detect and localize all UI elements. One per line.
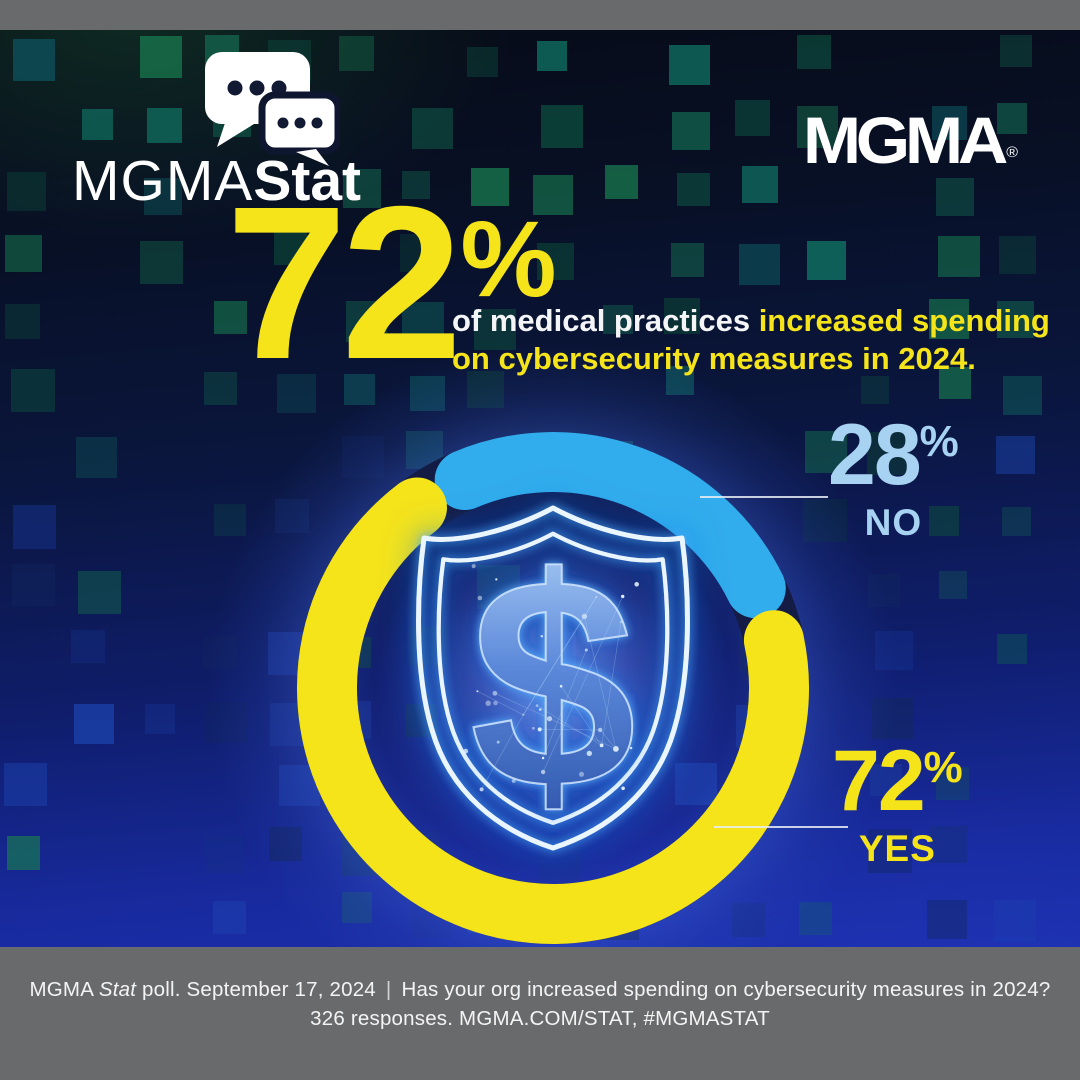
wireframe-sparkles [463,564,639,792]
shield-dollar-icon: $ [416,505,690,852]
mgma-stat-logo: MGMAStat [72,148,361,214]
callout-yes-value: 72 [832,733,926,829]
mgma-stat-logo-brand: MGMA [72,149,254,213]
donut-hole-glow [351,486,755,890]
registered-mark: ® [1006,144,1018,161]
callout-no-unit: % [919,417,959,466]
footer: MGMA Stat poll. September 17, 2024 | Has y… [0,947,1080,1080]
callout-no-label: NO [864,502,923,543]
callout-no: 28% NO [828,412,959,541]
donut-segment-yes [297,477,809,944]
callout-yes-label: YES [858,828,936,869]
footer-question: Has your org increased spending on cyber… [401,978,1051,1001]
mgma-stat-logo-product: Stat [253,149,362,213]
footer-brand: MGMA [29,978,93,1001]
headline-percent-sign: % [460,198,557,319]
footer-divider: | [385,978,392,1001]
donut-segment-no [434,432,786,619]
headline-stat: 72% [226,175,557,393]
shield-outline-outer [416,505,690,851]
caption-line2: on cybersecurity measures in 2024. [452,341,976,376]
footer-line1: MGMA Stat poll. September 17, 2024 | Has y… [0,975,1080,1004]
dollar-sign-glyph: $ [470,515,637,851]
caption-white-part: of medical practices [452,303,759,338]
headline-caption: of medical practices increased spending … [452,302,1050,378]
mgma-logo-text: MGMA [802,103,1009,177]
top-frame-bar [0,0,1080,30]
headline-value: 72 [226,162,462,405]
infographic-background: $ MGMAStat MGMA ® 72% of medical practice… [0,30,1080,947]
mgma-logo: MGMA ® [803,102,1018,178]
callout-no-value: 28 [828,407,922,503]
footer-line2: 326 responses. MGMA.COM/STAT, #MGMASTAT [310,1007,770,1030]
shield-outline-inner [436,531,670,825]
donut-chart: $ [208,343,898,947]
caption-yellow-part: increased spending [758,303,1050,338]
callout-yes: 72% YES [832,738,963,867]
donut-segments [297,432,809,944]
chat-bubbles-icon [205,52,340,166]
callout-yes-unit: % [923,743,963,792]
footer-poll-date: poll. September 17, 2024 [142,978,376,1001]
footer-stat: Stat [98,978,137,1001]
